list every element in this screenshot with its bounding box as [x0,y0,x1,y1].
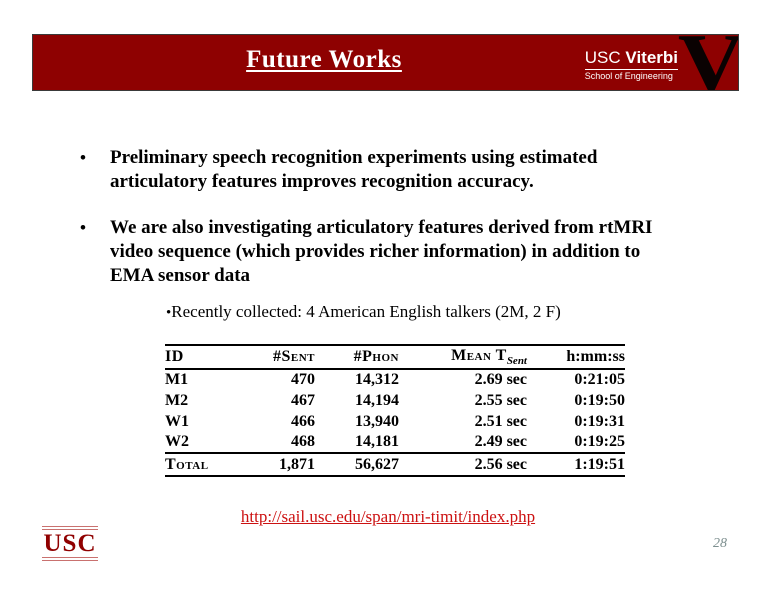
page-title: Future Works [246,46,402,73]
table-cell: 0:19:50 [574,391,625,409]
table-cell: 14,194 [355,391,399,409]
table-row: M2 467 14,194 2.55 sec 0:19:50 [165,390,625,411]
table-cell: 1:19:51 [527,452,625,476]
col-header-id: ID [165,345,253,370]
table-cell: 14,181 [355,433,399,450]
sub-bullet: •Recently collected: 4 American English … [166,301,561,324]
table-cell: 0:19:31 [574,412,625,430]
table-cell: 13,940 [355,412,399,430]
table-cell: Total [165,452,253,476]
usc-viterbi-logo: USC Viterbi School of Engineering [584,49,678,82]
header-bar: Future Works USC Viterbi School of Engin… [32,34,739,91]
bullet-list: • Preliminary speech recognition experim… [80,146,672,310]
table-cell: 470 [291,371,315,388]
table-cell: 2.56 sec [399,452,527,476]
col-header-phon: #Phon [315,345,399,370]
bullet-icon: • [80,218,86,237]
table-cell: 2.51 sec [474,412,527,430]
usc-viterbi-logo-text: USC Viterbi [585,49,678,67]
table-cell: 2.49 sec [474,433,527,450]
table-cell: 2.69 sec [474,371,527,388]
table-cell: 14,312 [355,371,399,388]
bullet-icon: • [80,148,86,167]
logo-usc-text: USC [584,48,621,67]
bullet-text: We are also investigating articulatory f… [110,217,653,286]
viterbi-v-icon: V [677,34,739,91]
mean-t-subscript: Sent [506,355,527,368]
bullet-item: • We are also investigating articulatory… [80,216,672,288]
table-cell: 0:21:05 [574,371,625,388]
link-row: http://sail.usc.edu/span/mri-timit/index… [0,507,776,527]
sub-bullet-text: Recently collected: 4 American English t… [171,302,561,321]
col-header-sent: #Sent [253,345,315,370]
table-row: W1 466 13,940 2.51 sec 0:19:31 [165,411,625,432]
table-header-row: ID #Sent #Phon Mean TSent h:mm:ss [165,345,625,370]
table-cell: W2 [165,433,189,450]
col-header-duration: h:mm:ss [527,345,625,370]
table-cell: 466 [291,412,315,430]
table-cell: 468 [291,433,315,450]
usc-wordmark-rule-top [42,526,98,530]
table-cell: M1 [165,371,189,388]
talkers-data-table: ID #Sent #Phon Mean TSent h:mm:ss M1 470… [165,344,625,477]
table-cell: W1 [165,412,189,430]
logo-viterbi-text: Viterbi [625,48,678,67]
col-header-mean-t: Mean TSent [399,345,527,370]
table-cell: 2.55 sec [474,391,527,409]
table-cell: 467 [291,391,315,409]
logo-school-text: School of Engineering [584,71,673,81]
usc-wordmark-text: USC [43,530,97,557]
usc-wordmark-logo: USC [42,526,98,561]
mri-timit-link[interactable]: http://sail.usc.edu/span/mri-timit/index… [240,507,536,526]
table-row: W2 468 14,181 2.49 sec 0:19:25 [165,432,625,453]
page-number: 28 [713,536,727,551]
bullet-item: • Preliminary speech recognition experim… [80,146,672,194]
usc-wordmark-rule-bottom [42,557,98,561]
table-cell: 1,871 [253,452,315,476]
table-total-row: Total 1,871 56,627 2.56 sec 1:19:51 [165,452,625,476]
table-row: M1 470 14,312 2.69 sec 0:21:05 [165,369,625,390]
sub-bullet-icon: • [166,305,172,321]
table-cell: 0:19:25 [574,433,625,450]
table-cell: M2 [165,391,189,409]
bullet-text: Preliminary speech recognition experimen… [110,147,598,192]
logo-divider [584,69,678,70]
table-cell: 56,627 [315,452,399,476]
